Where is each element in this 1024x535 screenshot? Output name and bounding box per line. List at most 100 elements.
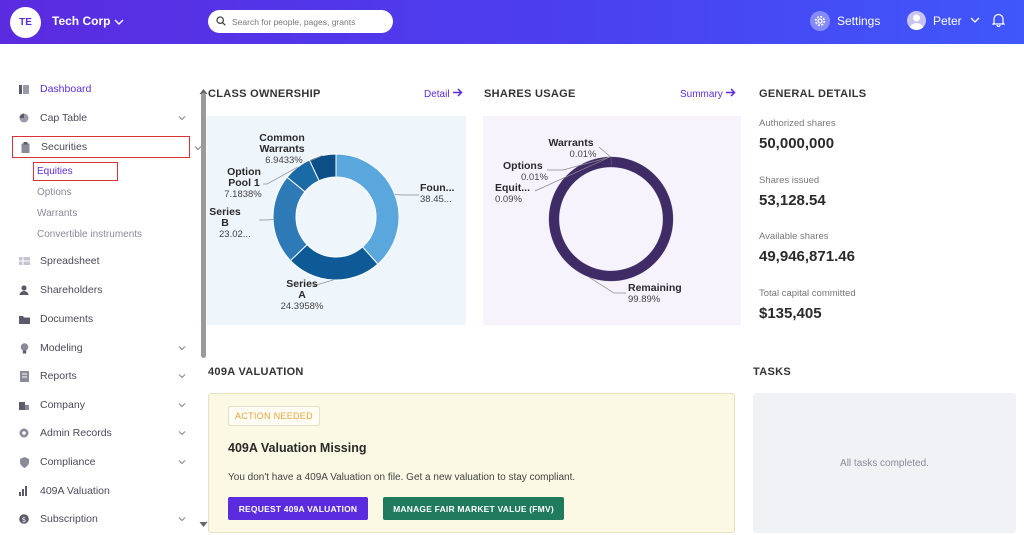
sidebar-item-label: Securities	[41, 141, 88, 153]
records-icon	[18, 427, 30, 439]
leader-line-common-warrants	[309, 155, 323, 162]
settings-button[interactable]: Settings	[810, 11, 880, 31]
label-equities: Equit...	[495, 182, 530, 194]
scroll-down-arrow-icon[interactable]	[199, 515, 208, 533]
chevron-down-icon[interactable]	[178, 514, 186, 526]
sidebar-item-409a-valuation[interactable]: 409A Valuation	[12, 480, 190, 502]
leader-line-equities	[534, 156, 610, 192]
tasks-empty-text: All tasks completed.	[840, 457, 929, 469]
sidebar-subitem-equities[interactable]: Equities	[33, 162, 118, 181]
bar-chart-icon	[18, 485, 30, 497]
label-option-pool-1: Option	[227, 166, 261, 178]
chevron-down-icon[interactable]	[114, 14, 124, 32]
report-icon	[18, 370, 30, 382]
sidebar-subitem-warrants[interactable]: Warrants	[37, 208, 78, 219]
slice-warrants[interactable]	[611, 156, 613, 168]
sidebar-item-spreadsheet[interactable]: Spreadsheet	[12, 250, 190, 272]
manage-fmv-button[interactable]: MANAGE FAIR MARKET VALUE (FMV)	[383, 497, 564, 520]
class-ownership-title: CLASS OWNERSHIP	[208, 88, 321, 100]
sidebar-scrollbar[interactable]	[201, 93, 206, 358]
chevron-down-icon[interactable]	[194, 143, 202, 155]
company-name[interactable]: Tech Corp	[52, 14, 111, 28]
chevron-down-icon[interactable]	[178, 113, 186, 125]
value-option-pool-1: 7.1838%	[224, 189, 262, 200]
sidebar-item-label: Reports	[40, 370, 77, 382]
sidebar-item-reports[interactable]: Reports	[12, 365, 190, 387]
dollar-icon: $	[18, 513, 30, 525]
tasks-title: TASKS	[753, 366, 791, 378]
authorized-shares-label: Authorized shares	[759, 118, 836, 129]
sidebar-item-label: Documents	[40, 313, 94, 325]
sidebar-item-modeling[interactable]: Modeling	[12, 337, 190, 359]
leader-line-warrants	[598, 146, 611, 158]
value-series-b: 23.02...	[219, 229, 251, 240]
shares-usage-chart: Remaining 99.89% Equit... 0.09% Options 0.01%…	[483, 116, 741, 325]
detail-link[interactable]: Detail	[424, 88, 463, 100]
chevron-down-icon	[970, 14, 980, 28]
slice-remaining[interactable]	[548, 156, 674, 282]
sidebar-item-label: Spreadsheet	[40, 255, 100, 267]
sidebar-item-cap-table[interactable]: Cap Table	[12, 107, 190, 129]
slice-founders[interactable]	[335, 153, 400, 265]
bell-icon[interactable]	[991, 13, 1006, 32]
sidebar-item-company[interactable]: Company	[12, 394, 190, 416]
chevron-down-icon[interactable]	[178, 343, 186, 355]
sidebar: Dashboard Cap Table Securities Equities …	[0, 44, 202, 535]
slice-common-warrants[interactable]	[308, 153, 337, 182]
label-remaining: Remaining	[628, 282, 682, 294]
search-bar[interactable]	[208, 10, 393, 33]
clipboard-icon	[19, 141, 31, 153]
scroll-up-arrow-icon[interactable]	[199, 82, 208, 100]
authorized-shares-value: 50,000,000	[759, 135, 835, 152]
sidebar-item-label: Company	[40, 399, 85, 411]
class-ownership-donut: Foun...38.45...SeriesA24.3958%SeriesB23.…	[207, 116, 466, 325]
sidebar-item-shareholders[interactable]: Shareholders	[12, 279, 190, 301]
sidebar-item-compliance[interactable]: Compliance	[12, 451, 190, 473]
chevron-down-icon[interactable]	[178, 428, 186, 440]
value-remaining: 99.89%	[628, 294, 661, 305]
user-menu[interactable]: Peter	[907, 11, 980, 30]
shield-icon	[18, 456, 30, 468]
sidebar-subitem-options[interactable]: Options	[37, 187, 72, 198]
value-warrants: 0.01%	[570, 149, 597, 160]
valuation-heading: 409A Valuation Missing	[228, 441, 367, 455]
search-input[interactable]	[232, 16, 382, 27]
company-avatar[interactable]: TE	[10, 7, 41, 38]
person-icon	[18, 284, 30, 296]
spreadsheet-icon	[18, 255, 30, 267]
chevron-down-icon[interactable]	[178, 371, 186, 383]
sidebar-item-admin-records[interactable]: Admin Records	[12, 422, 190, 444]
sidebar-item-securities[interactable]: Securities	[12, 136, 202, 158]
sidebar-item-label: Cap Table	[40, 112, 88, 124]
arrow-right-icon	[452, 88, 463, 100]
request-409a-valuation-button[interactable]: REQUEST 409A VALUATION	[228, 497, 368, 520]
label-options: Options	[503, 160, 543, 172]
tasks-panel: All tasks completed.	[753, 393, 1016, 533]
building-icon	[18, 399, 30, 411]
chevron-down-icon[interactable]	[178, 400, 186, 412]
general-details-title: GENERAL DETAILS	[759, 88, 867, 100]
sidebar-item-documents[interactable]: Documents	[12, 308, 190, 330]
value-founders: 38.45...	[420, 194, 452, 205]
chevron-down-icon[interactable]	[178, 457, 186, 469]
action-needed-badge: ACTION NEEDED	[228, 406, 320, 426]
summary-link[interactable]: Summary	[680, 88, 736, 100]
value-series-a: 24.3958%	[281, 301, 324, 312]
label-warrants: Warrants	[548, 137, 593, 149]
sidebar-item-dashboard[interactable]: Dashboard	[12, 78, 190, 100]
leader-line-option-pool-1	[263, 167, 298, 185]
sidebar-item-subscription[interactable]: $ Subscription	[12, 508, 190, 530]
available-shares-value: 49,946,871.46	[759, 248, 855, 265]
class-ownership-chart: Foun... 38.45... Series A 24.3958% Series B 23.…	[207, 116, 466, 325]
value-equities: 0.09%	[495, 194, 522, 205]
valuation-section-title: 409A VALUATION	[208, 366, 304, 378]
sidebar-item-label: Dashboard	[40, 83, 92, 95]
sidebar-subitem-convertible-instruments[interactable]: Convertible instruments	[37, 229, 143, 240]
label-common-warrants: Warrants	[259, 143, 304, 155]
label-option-pool-1: Pool 1	[228, 177, 260, 189]
sidebar-item-label: Admin Records	[40, 427, 112, 439]
dashboard-icon	[18, 83, 30, 95]
valuation-card: ACTION NEEDED 409A Valuation Missing You…	[208, 393, 735, 533]
folder-icon	[18, 313, 30, 325]
